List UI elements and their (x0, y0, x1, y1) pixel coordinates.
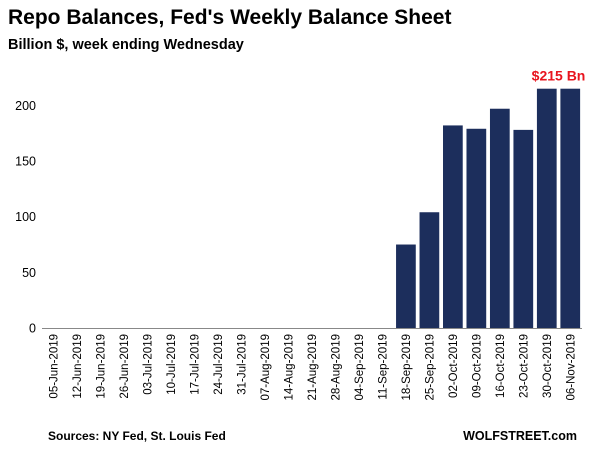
bar (443, 125, 463, 328)
x-tick-label: 14-Aug-2019 (284, 334, 296, 401)
y-tick-label: 0 (29, 322, 36, 336)
x-tick-label: 03-Jul-2019 (143, 334, 155, 395)
x-tick-label: 26-Jun-2019 (119, 334, 131, 399)
y-tick-label: 150 (15, 155, 36, 169)
bar (466, 128, 487, 328)
x-tick-label: 09-Oct-2019 (471, 334, 483, 398)
x-tick-label: 23-Oct-2019 (518, 334, 530, 398)
x-tick-label: 16-Oct-2019 (495, 334, 507, 398)
x-tick-label: 24-Jul-2019 (213, 334, 225, 395)
bar (396, 244, 416, 328)
x-tick-label: 25-Sep-2019 (424, 334, 436, 401)
bar (513, 129, 534, 328)
bar (536, 88, 557, 329)
x-tick-label: 19-Jun-2019 (96, 334, 108, 399)
x-axis-labels: 05-Jun-2019 12-Jun-2019 19-Jun-2019 26-Jun-… (49, 334, 578, 401)
x-tick-label: 18-Sep-2019 (401, 334, 413, 401)
site-credit: WOLFSTREET.com (463, 429, 577, 443)
x-tick-label: 07-Aug-2019 (260, 334, 272, 401)
bar (419, 212, 440, 328)
x-tick-label: 12-Jun-2019 (72, 334, 84, 399)
y-tick-label: 100 (15, 210, 36, 224)
x-tick-label: 17-Jul-2019 (190, 334, 202, 395)
x-tick-label: 05-Jun-2019 (49, 334, 61, 399)
x-tick-label: 31-Jul-2019 (237, 334, 249, 395)
chart-subtitle: Billion $, week ending Wednesday (8, 37, 244, 53)
bar (489, 108, 510, 328)
x-tick-label: 10-Jul-2019 (166, 334, 178, 395)
x-tick-label: 28-Aug-2019 (330, 334, 342, 401)
x-tick-label: 02-Oct-2019 (448, 334, 460, 398)
peak-annotation: $215 Bn (532, 68, 586, 84)
x-tick-label: 04-Sep-2019 (354, 334, 366, 401)
x-tick-label: 30-Oct-2019 (542, 334, 554, 398)
x-tick-label: 06-Nov-2019 (565, 334, 577, 400)
x-tick-label: 21-Aug-2019 (307, 334, 319, 401)
bar (560, 88, 581, 329)
y-axis-ticks: 0 50 100 150 200 (15, 99, 36, 336)
bars (396, 88, 581, 329)
x-tick-label: 11-Sep-2019 (377, 334, 389, 400)
chart-title: Repo Balances, Fed's Weekly Balance Shee… (8, 6, 452, 29)
source-note: Sources: NY Fed, St. Louis Fed (48, 429, 226, 443)
y-tick-label: 50 (22, 266, 36, 280)
y-tick-label: 200 (15, 99, 36, 113)
